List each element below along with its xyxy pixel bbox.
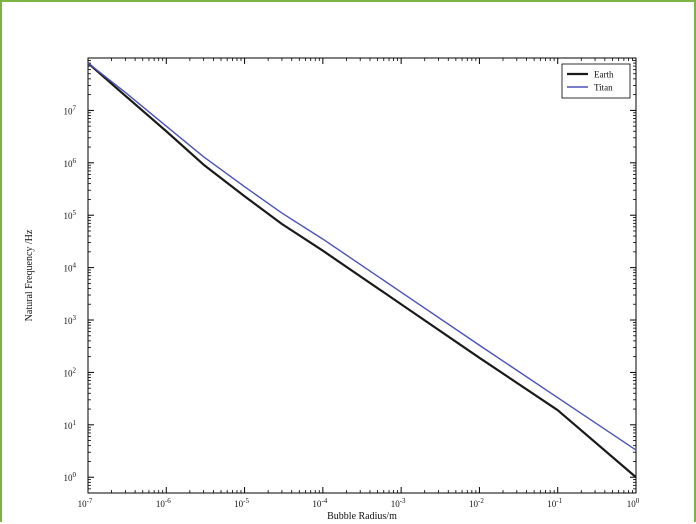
plot-area	[87, 57, 637, 494]
series-layer	[87, 62, 637, 479]
x-tick-label: 10-3	[391, 497, 406, 509]
legend-label-titan: Titan	[594, 83, 613, 93]
x-tick-label: 100	[627, 497, 640, 509]
legend-label-earth: Earth	[594, 70, 614, 80]
plot-border	[87, 57, 637, 494]
x-axis-label: Bubble Radius/m	[327, 511, 397, 522]
series-line-earth	[87, 62, 637, 479]
x-tick-label: 10-2	[469, 497, 484, 509]
y-axis-ticks: 100 101 102 103 104 105 106 107	[64, 57, 636, 494]
y-tick-label: 100	[64, 471, 77, 483]
y-tick-label: 107	[64, 104, 77, 116]
y-tick-label: 105	[64, 209, 77, 221]
x-tick-label: 10-4	[312, 497, 327, 509]
x-axis-ticks: 10-7 10-6 10-5 10-4 10-3 10-2 10-1 100	[78, 58, 640, 509]
y-tick-label: 104	[64, 262, 77, 274]
y-tick-label: 102	[64, 366, 77, 378]
x-tick-label: 10-5	[234, 497, 249, 509]
series-line-titan	[87, 62, 637, 451]
legend: Earth Titan	[561, 63, 631, 99]
y-tick-label: 103	[64, 314, 77, 326]
legend-box	[561, 63, 631, 99]
x-tick-label: 10-6	[156, 497, 171, 509]
y-axis-label: Natural Frequency /Hz	[24, 229, 35, 321]
x-tick-label: 10-1	[547, 497, 562, 509]
y-tick-label: 106	[64, 157, 77, 169]
x-tick-label: 10-7	[78, 497, 93, 509]
y-tick-label: 101	[64, 419, 77, 431]
